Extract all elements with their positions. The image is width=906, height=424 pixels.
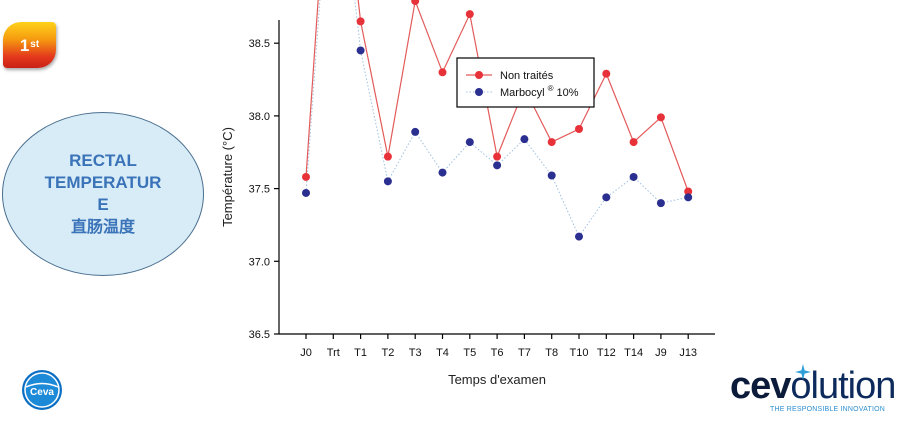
cevolution-bold: cev bbox=[730, 365, 791, 407]
data-point-marbocyl bbox=[465, 138, 474, 147]
topic-line-1: RECTAL bbox=[69, 151, 137, 170]
y-tick-label: 37.0 bbox=[249, 256, 270, 268]
data-point-marbocyl bbox=[383, 177, 392, 186]
data-point-marbocyl bbox=[575, 232, 583, 241]
x-tick-label: T7 bbox=[518, 347, 531, 359]
data-point-non-traites bbox=[547, 138, 556, 147]
x-tick-label: T10 bbox=[570, 347, 589, 359]
y-axis-label: Température (°C) bbox=[220, 127, 235, 227]
data-point-non-traites bbox=[465, 10, 474, 19]
x-tick-label: T12 bbox=[597, 347, 616, 359]
x-tick-label: T1 bbox=[354, 347, 367, 359]
x-tick-label: J13 bbox=[679, 347, 697, 359]
data-point-non-traites bbox=[629, 138, 638, 147]
legend-blue-marker bbox=[475, 88, 483, 96]
y-ticks: 36.537.037.538.038.539.039.540.040.5 bbox=[249, 38, 279, 341]
data-point-non-traites bbox=[383, 152, 392, 161]
data-point-non-traites bbox=[438, 68, 447, 77]
topic-line-zh: 直肠温度 bbox=[70, 217, 135, 236]
y-tick-label: 36.5 bbox=[249, 329, 270, 341]
cevolution-tagline: THE RESPONSIBLE INNOVATION bbox=[770, 406, 886, 413]
data-point-non-traites bbox=[602, 69, 611, 78]
data-point-marbocyl bbox=[547, 171, 556, 180]
series-points bbox=[302, 0, 693, 241]
legend-blue-sup: ® bbox=[548, 84, 554, 93]
topic-line-3: E bbox=[97, 195, 109, 214]
x-tick-label: J9 bbox=[655, 347, 667, 359]
y-tick-label: 38.0 bbox=[249, 111, 270, 123]
legend-blue-suffix: 10% bbox=[557, 87, 579, 99]
data-point-marbocyl bbox=[602, 193, 611, 202]
rank-number: 1 bbox=[19, 35, 30, 55]
data-point-marbocyl bbox=[411, 127, 420, 136]
topic-line-2: TEMPERATUR bbox=[44, 173, 162, 192]
data-point-non-traites bbox=[684, 187, 693, 196]
x-axis-label: Temps d'examen bbox=[448, 372, 546, 387]
legend-box bbox=[456, 57, 595, 108]
y-tick-label: 38.5 bbox=[249, 38, 270, 50]
chart-legend: Non traités Marbocyl ® 10% bbox=[456, 57, 595, 108]
data-point-non-traites bbox=[656, 113, 665, 122]
data-point-non-traites bbox=[411, 0, 420, 6]
data-point-non-traites bbox=[493, 152, 502, 161]
data-point-marbocyl bbox=[302, 188, 310, 197]
x-tick-label: T6 bbox=[491, 347, 504, 359]
data-point-non-traites bbox=[575, 124, 583, 133]
cevolution-logo: cevolution THE RESPONSIBLE INNOVATION bbox=[730, 364, 902, 416]
y-tick-label: 37.5 bbox=[249, 184, 270, 196]
legend-blue-name: Marbocyl bbox=[500, 87, 545, 99]
series-lines bbox=[305, 0, 689, 238]
x-tick-label: T14 bbox=[624, 347, 643, 359]
data-point-non-traites bbox=[302, 172, 310, 181]
legend-blue-label: Marbocyl ® 10% bbox=[500, 84, 579, 99]
sparkle-icon bbox=[795, 364, 811, 380]
ceva-logo: Ceva bbox=[22, 370, 62, 410]
data-point-marbocyl bbox=[684, 193, 693, 202]
x-tick-label: J0 bbox=[300, 347, 312, 359]
x-tick-label: T2 bbox=[381, 347, 394, 359]
x-tick-label: Trt bbox=[327, 347, 340, 359]
legend-red-label: Non traités bbox=[500, 70, 554, 82]
cevolution-wordmark: cevolution bbox=[730, 365, 896, 407]
x-tick-label: T8 bbox=[545, 347, 558, 359]
x-ticks: J0 Trt T1 T2 T3 T4 T5 T6 T7 T8 T10 T12 T14 J9 J13 bbox=[300, 334, 697, 359]
legend-red-marker bbox=[475, 71, 483, 79]
data-point-marbocyl bbox=[520, 135, 529, 144]
x-tick-label: T3 bbox=[409, 347, 422, 359]
data-point-marbocyl bbox=[629, 172, 638, 181]
x-tick-label: T5 bbox=[463, 347, 476, 359]
data-point-marbocyl bbox=[356, 46, 365, 55]
data-point-marbocyl bbox=[438, 168, 447, 177]
data-point-non-traites bbox=[356, 17, 365, 26]
rank-suffix: st bbox=[30, 39, 40, 50]
data-point-marbocyl bbox=[493, 161, 502, 170]
ceva-logo-text: Ceva bbox=[30, 387, 54, 398]
topic-bubble: RECTAL TEMPERATUR E 直肠温度 bbox=[2, 112, 204, 276]
data-point-marbocyl bbox=[656, 199, 665, 208]
x-tick-label: T4 bbox=[436, 347, 449, 359]
